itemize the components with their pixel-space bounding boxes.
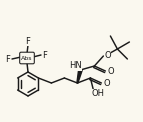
Text: HN: HN	[69, 61, 82, 71]
Text: O: O	[103, 78, 110, 87]
Text: Abs: Abs	[21, 56, 33, 61]
Text: F: F	[43, 51, 47, 60]
Text: O: O	[107, 66, 114, 76]
Text: O: O	[104, 51, 111, 61]
Text: F: F	[6, 55, 10, 63]
Text: OH: OH	[92, 88, 105, 97]
Text: F: F	[26, 36, 30, 46]
Polygon shape	[77, 70, 82, 83]
FancyBboxPatch shape	[20, 52, 34, 64]
